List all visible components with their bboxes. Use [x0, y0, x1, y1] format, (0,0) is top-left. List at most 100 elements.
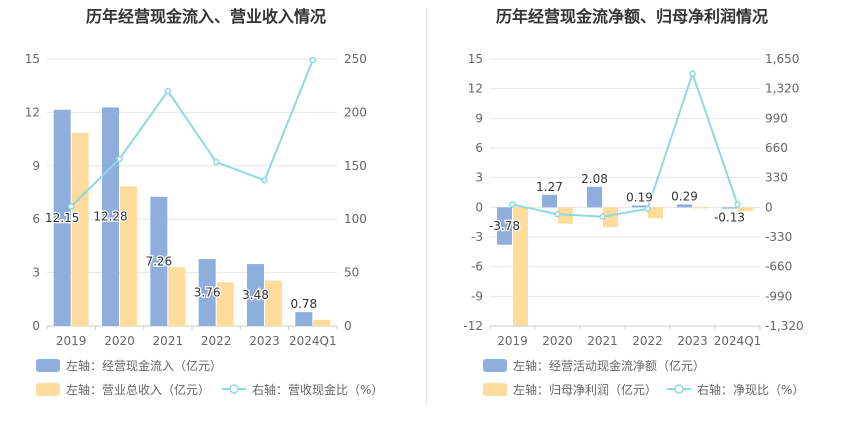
- bar-secondary: [71, 132, 89, 326]
- bar-secondary: [513, 207, 528, 326]
- x-tick-label: 2019: [497, 334, 528, 348]
- bar-primary: [587, 186, 602, 208]
- x-tick-label: 2020: [542, 334, 573, 348]
- x-tick-label: 2020: [104, 334, 135, 348]
- bar-secondary: [216, 282, 234, 326]
- bar-primary: [102, 107, 119, 326]
- bar-primary: [295, 312, 313, 326]
- legend-label: 左轴：营业总收入（亿元）: [66, 382, 210, 397]
- y-left-tick-label: -12: [463, 319, 483, 333]
- bar-primary: [542, 194, 557, 208]
- line-point: [644, 205, 651, 213]
- bar-primary: [150, 196, 168, 326]
- line-point: [509, 201, 516, 208]
- x-tick-label: 2024Q1: [714, 334, 762, 348]
- bar-data-label: 0.19: [626, 190, 653, 204]
- bar-secondary: [603, 207, 618, 228]
- line-point: [734, 201, 741, 208]
- bar-data-label: -3.78: [489, 219, 520, 233]
- line-point: [599, 213, 606, 220]
- bar-primary: [677, 204, 692, 208]
- bar-primary: [198, 259, 216, 326]
- x-tick-label: 2022: [632, 334, 663, 348]
- line-point: [164, 87, 172, 95]
- bar-primary: [722, 207, 737, 209]
- bar-primary: [497, 207, 512, 245]
- bar-secondary: [168, 267, 186, 326]
- y-left-tick-label: -6: [471, 260, 483, 274]
- y-left-tick-label: 15: [468, 52, 483, 66]
- bar-secondary: [265, 280, 282, 326]
- bar-data-label: 0.78: [290, 297, 317, 311]
- y-right-tick-label: -330: [765, 230, 792, 244]
- line-point: [67, 203, 75, 210]
- y-left-tick-label: 9: [475, 111, 483, 125]
- bar-data-label: 0.29: [671, 189, 698, 203]
- bar-secondary: [120, 186, 137, 326]
- y-right-tick-label: 0: [344, 319, 352, 333]
- legend-swatch-secondary: [36, 383, 60, 396]
- net-cashflow-profit-chart: 历年经营现金流净额、归母净利润情况 -12 -1,320 -9 -990 -6 -660 -3…: [463, 7, 804, 397]
- bar-data-label: 2.08: [581, 172, 608, 186]
- y-right-tick-label: 150: [344, 159, 367, 173]
- bar-primary: [53, 109, 71, 326]
- bar-data-label: 7.26: [145, 254, 172, 268]
- line-point: [689, 70, 696, 77]
- y-right-tick-label: 1,650: [765, 52, 799, 66]
- x-tick-label: 2021: [153, 334, 184, 348]
- bar-data-label: 12.15: [45, 211, 79, 225]
- bar-data-label: 3.76: [194, 286, 221, 300]
- y-left-tick-label: 6: [32, 212, 40, 226]
- bar-data-label: 1.27: [536, 180, 563, 194]
- bar-secondary: [693, 207, 708, 209]
- bar-primary: [247, 264, 264, 326]
- panel-divider: [426, 8, 427, 406]
- line-point: [554, 211, 561, 218]
- bar-data-label: -0.13: [714, 210, 745, 224]
- series-line: [70, 59, 314, 208]
- chart-title: 历年经营现金流入、营业收入情况: [86, 7, 326, 26]
- line-point: [309, 56, 317, 64]
- legend-swatch-line-marker: [229, 384, 239, 394]
- y-left-tick-label: 0: [32, 319, 40, 333]
- bar-secondary: [313, 319, 331, 326]
- legend-label: 左轴：经营现金流入（亿元）: [66, 358, 222, 373]
- y-right-tick-label: -660: [765, 260, 792, 274]
- x-tick-label: 2019: [56, 334, 87, 348]
- y-right-tick-label: 100: [344, 212, 367, 226]
- y-right-tick-label: 250: [344, 52, 367, 66]
- x-tick-label: 2023: [677, 334, 708, 348]
- y-left-tick-label: 15: [25, 52, 40, 66]
- line-point: [212, 158, 220, 166]
- y-right-tick-label: 50: [344, 266, 359, 280]
- y-left-tick-label: 9: [32, 159, 40, 173]
- legend-label: 右轴：净现比（%）: [697, 382, 804, 397]
- x-tick-label: 2022: [201, 334, 232, 348]
- bar-secondary: [648, 207, 663, 219]
- y-left-tick-label: 3: [475, 171, 483, 185]
- legend-label: 左轴：经营活动现金流净额（亿元）: [513, 358, 705, 373]
- y-left-tick-label: -9: [471, 289, 483, 303]
- y-right-tick-label: 200: [344, 105, 367, 119]
- y-left-tick-label: 12: [468, 82, 483, 96]
- bar-secondary: [738, 207, 753, 212]
- legend-swatch-primary: [483, 359, 507, 372]
- cash-inflow-revenue-chart: 历年经营现金流入、营业收入情况 0 0 3 50 6 100 9 150 12 200 15 250 20…: [25, 7, 384, 397]
- series-line: [512, 70, 739, 218]
- x-tick-label: 2024Q1: [289, 334, 337, 348]
- y-right-tick-label: 990: [765, 111, 788, 125]
- y-left-tick-label: 12: [25, 105, 40, 119]
- y-right-tick-label: 0: [765, 200, 773, 214]
- y-left-tick-label: 3: [32, 266, 40, 280]
- bar-data-label: 3.48: [242, 288, 269, 302]
- y-right-tick-label: 660: [765, 141, 788, 155]
- y-right-tick-label: 1,320: [765, 82, 799, 96]
- y-left-tick-label: -3: [471, 230, 483, 244]
- y-left-tick-label: 0: [475, 200, 483, 214]
- legend-swatch-line-marker: [674, 384, 684, 394]
- legend-swatch-secondary: [483, 383, 507, 396]
- x-tick-label: 2023: [249, 334, 280, 348]
- line-point: [116, 155, 123, 163]
- y-left-tick-label: 6: [475, 141, 483, 155]
